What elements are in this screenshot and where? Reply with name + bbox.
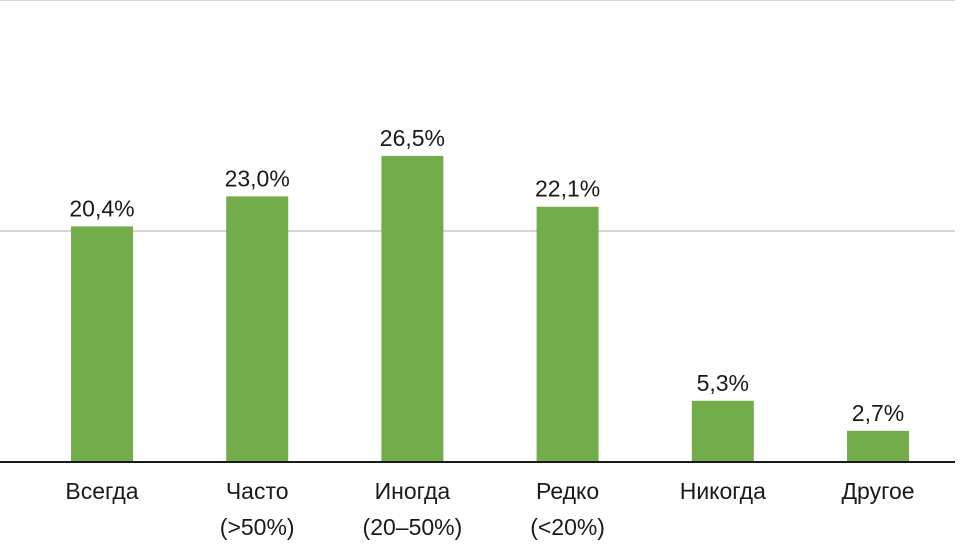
data-label: 23,0%: [225, 165, 290, 191]
bar: [71, 226, 133, 462]
bar: [226, 196, 289, 462]
data-label: 5,3%: [697, 370, 749, 396]
gridlines: [0, 0, 955, 232]
bar: [847, 430, 909, 462]
category-tick-label: Другое: [841, 478, 914, 504]
category-tick-label: Часто: [226, 478, 289, 504]
category-tick-label: (>50%): [220, 514, 295, 540]
category-tick-label: (<20%): [530, 514, 605, 540]
bar: [691, 400, 754, 462]
category-tick-label: Никогда: [680, 478, 766, 504]
category-labels: Всегда Часто (>50%) Иногда (20–50%) Редко (<20…: [65, 478, 914, 540]
category-tick-label: Всегда: [65, 478, 138, 504]
bars: [71, 155, 909, 463]
data-label: 2,7%: [852, 400, 904, 426]
value-labels: 20,4% 23,0% 26,5% 22,1% 5,3% 2,7%: [69, 125, 904, 426]
category-tick-label: (20–50%): [363, 514, 463, 540]
data-label: 22,1%: [535, 176, 600, 202]
category-tick-label: Иногда: [375, 478, 451, 504]
bar: [381, 155, 444, 463]
data-label: 20,4%: [69, 195, 134, 221]
category-tick-label: Редко: [536, 478, 599, 504]
data-label: 26,5%: [380, 125, 445, 151]
bar: [536, 206, 599, 462]
